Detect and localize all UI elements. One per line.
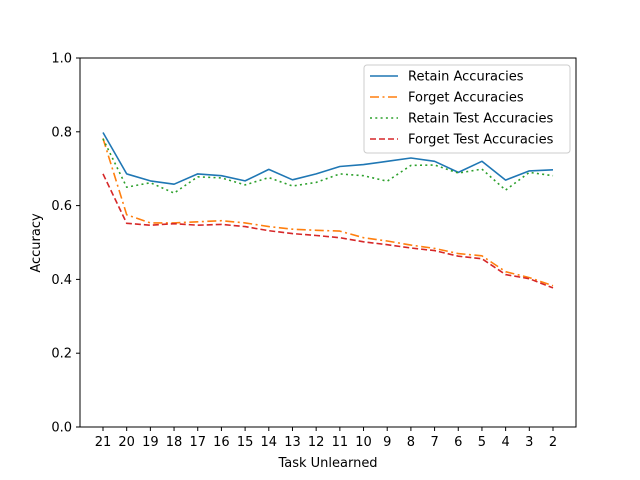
x-axis: 21 20 19 18 17 16 15 14 13 12 11 10 9 8 7 6 5 4 3 2	[95, 427, 557, 450]
y-axis: 0.0 0.2 0.4 0.6 0.8 1.0	[51, 52, 80, 436]
y-tick-label: 0.2	[51, 347, 72, 362]
x-tick-label: 18	[166, 435, 183, 450]
series-line-forget-test-accuracies	[102, 173, 554, 289]
legend-label: Forget Accuracies	[408, 91, 524, 106]
x-tick-label: 2	[549, 435, 557, 450]
x-tick-label: 7	[430, 435, 438, 450]
x-tick-label: 3	[525, 435, 533, 450]
x-tick-label: 6	[454, 435, 462, 450]
x-tick-label: 19	[142, 435, 159, 450]
x-tick-label: 10	[355, 435, 372, 450]
y-tick-label: 0.6	[51, 199, 72, 214]
x-tick-label: 11	[332, 435, 349, 450]
legend-label: Retain Accuracies	[408, 70, 524, 85]
series-line-retain-accuracies	[102, 132, 554, 185]
x-tick-label: 17	[189, 435, 206, 450]
legend-label: Forget Test Accuracies	[408, 133, 554, 148]
y-tick-label: 0.4	[51, 273, 72, 288]
legend: Retain Accuracies Forget Accuracies Retain…	[363, 64, 571, 154]
x-tick-label: 12	[308, 435, 325, 450]
x-tick-label: 21	[95, 435, 112, 450]
series-lines	[102, 132, 554, 289]
y-tick-label: 0.8	[51, 125, 72, 140]
y-tick-label: 1.0	[51, 52, 72, 67]
x-tick-label: 4	[501, 435, 509, 450]
plot-frame	[79, 57, 577, 428]
x-tick-label: 13	[284, 435, 301, 450]
y-tick-label: 0.0	[51, 421, 72, 436]
x-tick-label: 8	[407, 435, 415, 450]
series-line-forget-accuracies	[102, 138, 554, 287]
legend-label: Retain Test Accuracies	[408, 112, 553, 127]
x-tick-label: 14	[261, 435, 278, 450]
plot-area	[79, 57, 577, 428]
x-tick-label: 20	[118, 435, 135, 450]
legend-box	[363, 64, 571, 154]
x-tick-label: 16	[213, 435, 230, 450]
x-axis-label: Task Unlearned	[277, 456, 377, 471]
series-line-retain-test-accuracies	[102, 138, 554, 194]
x-tick-label: 9	[383, 435, 391, 450]
x-tick-label: 5	[478, 435, 486, 450]
y-axis-label: Accuracy	[29, 213, 44, 273]
x-tick-label: 15	[237, 435, 254, 450]
